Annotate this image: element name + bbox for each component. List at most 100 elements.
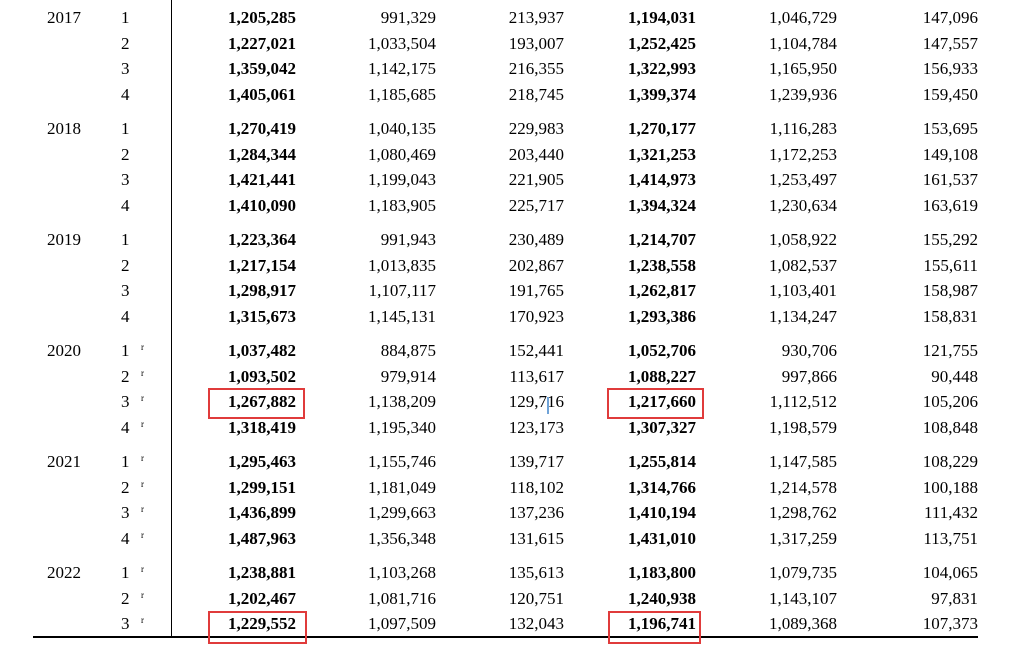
- quarter-label: 4: [121, 418, 130, 437]
- col-6-value: 97,831: [931, 589, 978, 608]
- total-col-4-value: 1,088,227: [628, 367, 696, 386]
- total-col-1-value: 1,227,021: [228, 34, 296, 53]
- col-2-value: 1,155,746: [368, 452, 436, 471]
- col-3-value: 229,983: [508, 119, 564, 138]
- col-5-value: 1,147,585: [769, 452, 837, 471]
- col-6-value: 155,611: [923, 256, 978, 275]
- col-5-value: 1,103,401: [769, 281, 837, 300]
- text-caret-icon: [547, 397, 549, 414]
- col-5-value: 1,198,579: [769, 418, 837, 437]
- revised-mark: r: [141, 590, 144, 600]
- col-3-value: 129,716: [508, 392, 564, 411]
- quarter-label: 4: [121, 85, 130, 104]
- col-5-value: 1,082,537: [769, 256, 837, 275]
- col-5-value: 1,079,735: [769, 563, 837, 582]
- quarter-label: 1: [121, 341, 130, 360]
- col-3-value: 202,867: [508, 256, 564, 275]
- col-6-value: 161,537: [922, 170, 978, 189]
- total-col-1-value: 1,217,154: [228, 256, 296, 275]
- col-5-value: 997,866: [781, 367, 837, 386]
- quarter-label: 2: [121, 145, 130, 164]
- revised-mark: r: [141, 564, 144, 574]
- col-2-value: 1,107,117: [368, 281, 436, 300]
- total-col-1-value: 1,436,899: [228, 503, 296, 522]
- year-label: 2018: [47, 119, 81, 138]
- col-6-value: 163,619: [922, 196, 978, 215]
- revised-mark: r: [141, 419, 144, 429]
- col-6-value: 108,229: [922, 452, 978, 471]
- col-6-value: 108,848: [922, 418, 978, 437]
- col-5-value: 1,046,729: [769, 8, 837, 27]
- year-label: 2020: [47, 341, 81, 360]
- col-5-value: 1,104,784: [769, 34, 837, 53]
- col-2-value: 1,356,348: [368, 529, 436, 548]
- col-6-value: 147,096: [922, 8, 978, 27]
- col-5-value: 1,239,936: [769, 85, 837, 104]
- col-5-value: 1,317,259: [769, 529, 837, 548]
- total-col-4-value: 1,270,177: [628, 119, 696, 138]
- total-col-1-value: 1,205,285: [228, 8, 296, 27]
- year-label: 2022: [47, 563, 81, 582]
- quarter-label: 1: [121, 8, 130, 27]
- col-6-value: 153,695: [922, 119, 978, 138]
- col-3-value: 203,440: [508, 145, 564, 164]
- revised-mark: r: [141, 368, 144, 378]
- total-col-4-value: 1,314,766: [628, 478, 696, 497]
- total-col-1-value: 1,284,344: [228, 145, 296, 164]
- col-6-value: 159,450: [922, 85, 978, 104]
- total-col-1-value: 1,295,463: [228, 452, 296, 471]
- col-3-value: 191,765: [508, 281, 564, 300]
- total-col-1-value: 1,318,419: [228, 418, 296, 437]
- col-2-value: 1,080,469: [368, 145, 436, 164]
- quarter-label: 4: [121, 196, 130, 215]
- quarter-label: 4: [121, 307, 130, 326]
- col-3-value: 137,236: [508, 503, 564, 522]
- col-3-value: 213,937: [508, 8, 564, 27]
- col-3-value: 216,355: [508, 59, 564, 78]
- col-6-value: 113,751: [923, 529, 978, 548]
- revised-mark: r: [141, 393, 144, 403]
- col-3-value: 131,615: [508, 529, 564, 548]
- col-5-value: 1,089,368: [769, 614, 837, 633]
- quarter-label: 3: [121, 614, 130, 633]
- col-2-value: 991,943: [380, 230, 436, 249]
- quarter-label: 2: [121, 589, 130, 608]
- col-3-value: 218,745: [508, 85, 564, 104]
- col-6-value: 90,448: [931, 367, 978, 386]
- col-2-value: 991,329: [380, 8, 436, 27]
- quarter-label: 3: [121, 281, 130, 300]
- col-5-value: 1,116,283: [769, 119, 837, 138]
- col-5-value: 1,230,634: [769, 196, 837, 215]
- col-5-value: 1,298,762: [769, 503, 837, 522]
- quarter-label: 3: [121, 170, 130, 189]
- col-6-value: 147,557: [922, 34, 978, 53]
- total-col-4-value: 1,194,031: [628, 8, 696, 27]
- quarter-label: 2: [121, 256, 130, 275]
- col-2-value: 1,145,131: [368, 307, 436, 326]
- col-2-value: 1,081,716: [368, 589, 436, 608]
- year-label: 2019: [47, 230, 81, 249]
- col-2-value: 1,013,835: [368, 256, 436, 275]
- total-col-1-value: 1,270,419: [228, 119, 296, 138]
- total-col-4-value: 1,414,973: [628, 170, 696, 189]
- revised-mark: r: [141, 615, 144, 625]
- bottom-rule: [33, 636, 978, 638]
- total-col-4-value: 1,255,814: [628, 452, 696, 471]
- total-col-4-value: 1,321,253: [628, 145, 696, 164]
- col-6-value: 111,432: [924, 503, 978, 522]
- col-3-value: 170,923: [508, 307, 564, 326]
- col-2-value: 1,185,685: [368, 85, 436, 104]
- col-3-value: 120,751: [508, 589, 564, 608]
- col-6-value: 158,987: [922, 281, 978, 300]
- total-col-4-value: 1,307,327: [628, 418, 696, 437]
- total-col-4-value: 1,322,993: [628, 59, 696, 78]
- col-2-value: 1,195,340: [368, 418, 436, 437]
- total-col-1-value: 1,359,042: [228, 59, 296, 78]
- total-col-4-value: 1,399,374: [628, 85, 696, 104]
- col-5-value: 1,253,497: [769, 170, 837, 189]
- col-3-value: 221,905: [508, 170, 564, 189]
- total-col-1-value: 1,299,151: [228, 478, 296, 497]
- column-divider: [171, 0, 172, 637]
- col-6-value: 149,108: [922, 145, 978, 164]
- total-col-4-value: 1,410,194: [628, 503, 696, 522]
